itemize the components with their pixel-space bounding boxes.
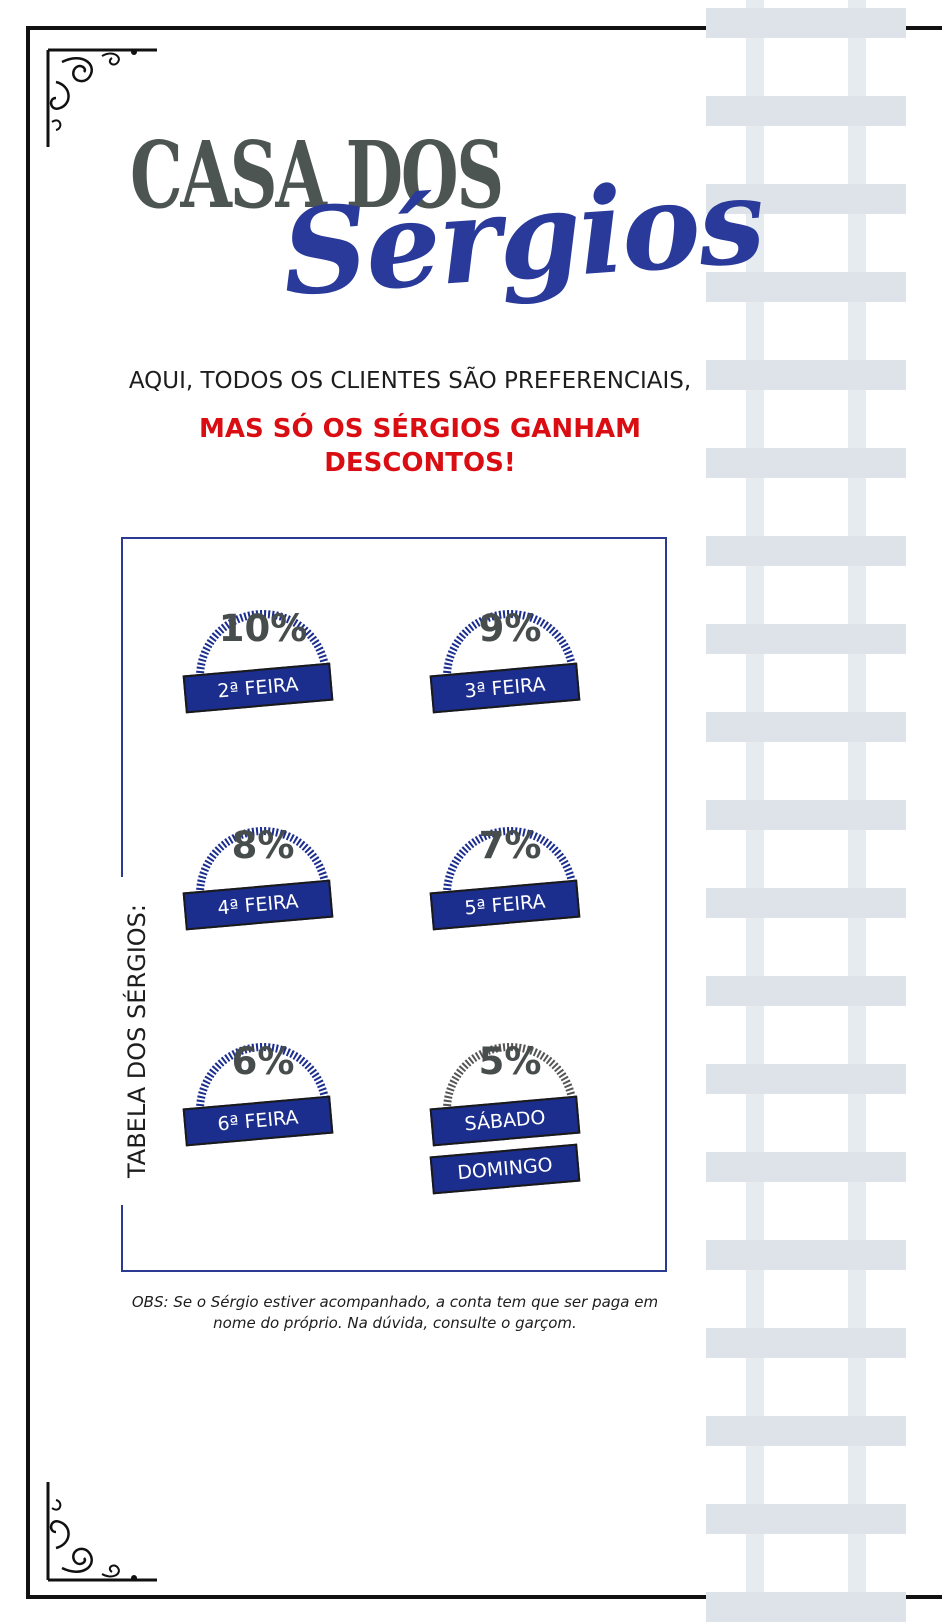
table-label: TABELA DOS SÉRGIOS:	[123, 904, 151, 1179]
rail-sleeper	[706, 184, 906, 214]
discount-table-panel	[121, 537, 667, 1272]
rail-sleeper	[706, 1328, 906, 1358]
rail-sleeper	[706, 976, 906, 1006]
promo-headline: MAS SÓ OS SÉRGIOS GANHAM DESCONTOS!	[199, 414, 641, 478]
discount-percent: 10%	[218, 607, 308, 650]
rail-sleeper	[706, 96, 906, 126]
badge-ring-icon	[443, 610, 577, 678]
brand-title: CASA DOS	[130, 121, 504, 229]
badge-ring-icon	[196, 1043, 330, 1111]
ornament-bottom-left-icon	[46, 1482, 157, 1582]
discount-badge: 5% SÁBADO DOMINGO	[425, 998, 595, 1195]
discount-percent: 8%	[231, 824, 295, 867]
rail-sleeper	[706, 1152, 906, 1182]
badge-ring-icon	[196, 610, 330, 678]
railway-decoration	[706, 0, 906, 1622]
badge-ring-icon	[443, 1043, 577, 1111]
rail-sleeper	[706, 536, 906, 566]
badge-ring-icon	[196, 827, 330, 895]
frame-top-border	[26, 26, 942, 30]
footnote: OBS: Se o Sérgio estiver acompanhado, a …	[131, 1293, 659, 1332]
discount-percent: 9%	[478, 607, 542, 650]
rail-sleeper	[706, 624, 906, 654]
discount-percent: 5%	[478, 1040, 542, 1083]
rail-sleeper	[706, 272, 906, 302]
badge-ring-icon	[443, 827, 577, 895]
tagline: AQUI, TODOS OS CLIENTES SÃO PREFERENCIAI…	[128, 368, 692, 394]
discount-badge: 10% 2ª FEIRA	[178, 565, 348, 735]
rail-sleeper	[706, 1504, 906, 1534]
discount-badge: 7% 5ª FEIRA	[425, 782, 595, 952]
brand-script: Sérgios	[277, 150, 768, 323]
ornament-top-left-icon	[46, 48, 157, 147]
rail-sleeper	[706, 712, 906, 742]
discount-percent: 6%	[231, 1040, 295, 1083]
discount-badge: 6% 6ª FEIRA	[178, 998, 348, 1168]
rail-sleeper	[706, 888, 906, 918]
frame-bottom-border	[26, 1595, 942, 1599]
rail-sleeper	[706, 1592, 906, 1622]
rail-sleeper	[706, 448, 906, 478]
rail-sleeper	[706, 1064, 906, 1094]
rail-sleeper	[706, 360, 906, 390]
panel-border-left-bottom	[121, 1205, 123, 1272]
discount-badge: 8% 4ª FEIRA	[178, 782, 348, 952]
rail-sleeper	[706, 1240, 906, 1270]
discount-badge: 9% 3ª FEIRA	[425, 565, 595, 735]
rail-sleeper	[706, 800, 906, 830]
rail-sleeper	[706, 1416, 906, 1446]
rail-sleeper	[706, 8, 906, 38]
panel-border-left-top	[121, 537, 123, 877]
discount-percent: 7%	[478, 824, 542, 867]
